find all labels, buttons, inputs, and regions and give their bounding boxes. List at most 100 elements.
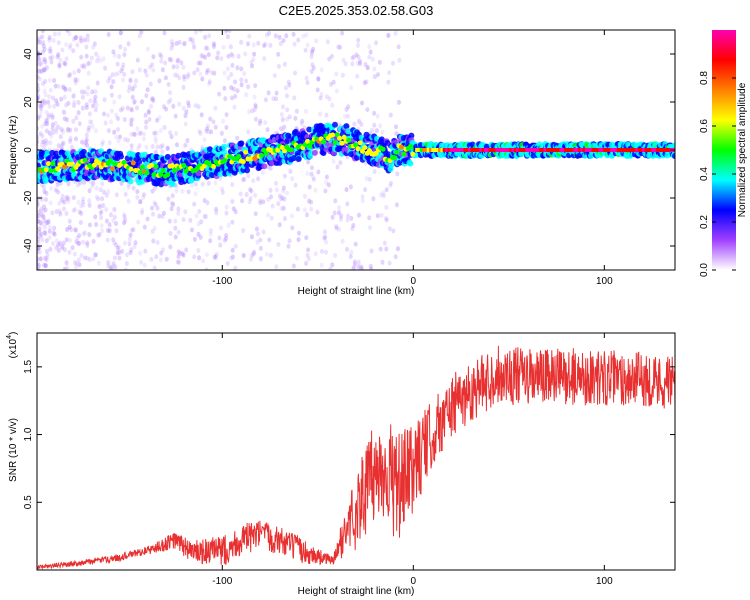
noise-point	[324, 180, 329, 185]
noise-point	[204, 267, 209, 270]
noise-point	[383, 216, 388, 221]
noise-point	[197, 255, 202, 261]
noise-point	[111, 263, 116, 269]
noise-point	[93, 107, 98, 113]
noise-point	[86, 37, 91, 43]
noise-point	[37, 62, 42, 68]
ridge-core-segment	[584, 148, 588, 152]
noise-point	[53, 83, 58, 89]
noise-point	[175, 58, 180, 64]
noise-point	[287, 114, 292, 120]
noise-point	[181, 84, 186, 90]
noise-point	[107, 75, 112, 81]
noise-point	[374, 40, 378, 46]
noise-point	[109, 212, 113, 218]
noise-point	[299, 121, 304, 127]
noise-point	[388, 183, 393, 189]
noise-point	[225, 261, 230, 266]
noise-point	[223, 30, 228, 35]
noise-point	[48, 49, 53, 55]
noise-point	[246, 84, 251, 90]
noise-point	[223, 96, 228, 102]
noise-point	[38, 131, 43, 137]
ridge-core-segment	[550, 148, 554, 152]
noise-point	[244, 92, 249, 98]
noise-point	[74, 136, 78, 142]
noise-point	[58, 211, 63, 217]
ridge-core-segment	[518, 148, 521, 152]
noise-point	[352, 259, 357, 264]
noise-point	[87, 125, 92, 131]
noise-point	[104, 207, 109, 212]
spectrogram-y-tick-label: 20	[23, 96, 34, 108]
noise-point	[290, 176, 295, 182]
ridge-core-segment	[578, 148, 581, 152]
noise-point	[181, 252, 186, 258]
noise-point	[266, 212, 271, 218]
noise-point	[218, 242, 223, 248]
noise-point	[360, 194, 365, 200]
noise-point	[163, 75, 168, 81]
noise-point	[211, 44, 216, 50]
noise-point	[74, 239, 79, 245]
ridge-core-segment	[548, 148, 551, 152]
noise-point	[66, 196, 71, 202]
ridge-core-segment	[435, 148, 439, 152]
noise-point	[87, 202, 92, 208]
noise-point	[351, 265, 356, 270]
noise-point	[66, 100, 70, 106]
noise-point	[168, 244, 173, 250]
noise-point	[222, 138, 227, 144]
noise-point	[120, 65, 125, 71]
ridge-halo	[44, 149, 51, 156]
ridge-halo	[238, 140, 245, 147]
noise-point	[51, 95, 55, 101]
noise-point	[253, 192, 258, 198]
noise-point	[55, 101, 60, 107]
noise-point	[294, 255, 299, 261]
snr-y-axis-title: SNR (10 * v/v)	[8, 418, 19, 482]
noise-point	[394, 202, 399, 208]
noise-point	[282, 196, 287, 202]
noise-point	[38, 208, 43, 214]
noise-point	[49, 59, 54, 65]
noise-point	[43, 255, 47, 261]
noise-point	[115, 250, 120, 256]
noise-point	[285, 93, 289, 99]
ridge-core-segment	[667, 148, 670, 152]
noise-point	[48, 224, 52, 230]
noise-point	[67, 87, 72, 93]
noise-point	[158, 144, 163, 150]
noise-point	[79, 54, 84, 60]
ridge-core-segment	[419, 148, 423, 152]
ridge-core-segment	[458, 148, 462, 152]
noise-point	[191, 40, 196, 46]
noise-point	[258, 200, 263, 206]
noise-point	[151, 211, 155, 217]
noise-point	[176, 249, 181, 255]
noise-point	[153, 138, 158, 144]
noise-point	[336, 44, 341, 50]
noise-point	[64, 102, 69, 108]
noise-point	[230, 199, 235, 204]
noise-point	[226, 75, 231, 81]
noise-point	[177, 101, 182, 107]
noise-point	[325, 39, 330, 45]
noise-point	[391, 60, 395, 66]
noise-point	[305, 42, 310, 48]
noise-point	[355, 73, 360, 79]
noise-point	[205, 126, 209, 132]
noise-point	[285, 107, 290, 113]
noise-point	[66, 181, 71, 187]
noise-point	[84, 132, 89, 138]
noise-point	[135, 194, 140, 200]
noise-point	[370, 127, 375, 133]
noise-point	[38, 61, 43, 66]
ridge-core-point	[380, 146, 386, 152]
noise-point	[353, 241, 358, 247]
noise-point	[319, 67, 324, 73]
noise-point	[117, 54, 122, 59]
noise-point	[169, 206, 174, 212]
noise-point	[114, 221, 119, 227]
noise-point	[68, 138, 73, 144]
